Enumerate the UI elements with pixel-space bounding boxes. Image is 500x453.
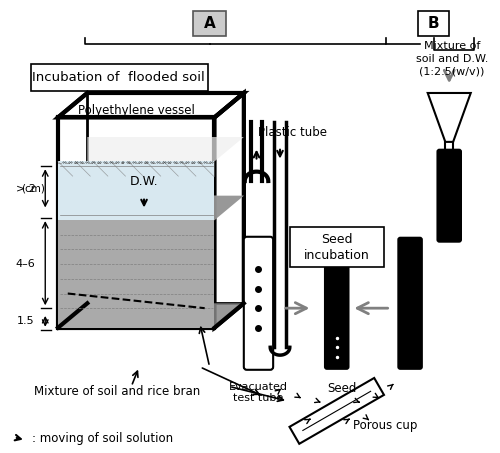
Text: Seed: Seed: [327, 381, 356, 395]
Text: Porous cup: Porous cup: [354, 419, 418, 432]
Text: > 2: > 2: [16, 184, 36, 194]
Text: Polyethylene vessel: Polyethylene vessel: [78, 104, 194, 117]
Text: 1.5: 1.5: [17, 316, 34, 326]
FancyBboxPatch shape: [325, 238, 348, 369]
Text: Incubation of  flooded soil: Incubation of flooded soil: [32, 71, 205, 84]
Polygon shape: [58, 137, 244, 220]
Text: B: B: [428, 16, 440, 31]
Polygon shape: [58, 220, 214, 328]
Text: Plastic tube: Plastic tube: [258, 125, 327, 139]
Text: (cm): (cm): [22, 184, 46, 194]
FancyBboxPatch shape: [438, 149, 461, 241]
Text: : moving of soil solution: : moving of soil solution: [32, 432, 172, 445]
Text: D.W.: D.W.: [130, 174, 158, 188]
FancyBboxPatch shape: [30, 63, 208, 91]
Polygon shape: [58, 161, 214, 220]
FancyBboxPatch shape: [244, 237, 273, 370]
Text: Mixture of soil and rice bran: Mixture of soil and rice bran: [34, 385, 200, 398]
Text: Seed
incubation: Seed incubation: [304, 233, 370, 262]
Text: Evacuated
test tube: Evacuated test tube: [229, 381, 288, 403]
Polygon shape: [58, 196, 244, 328]
FancyBboxPatch shape: [398, 238, 422, 369]
FancyBboxPatch shape: [193, 11, 226, 36]
Text: 4–6: 4–6: [16, 259, 36, 269]
FancyBboxPatch shape: [290, 227, 384, 267]
Text: Mixture of
soil and D.W.
(1:2.5(w/v)): Mixture of soil and D.W. (1:2.5(w/v)): [416, 41, 488, 76]
FancyBboxPatch shape: [418, 11, 449, 36]
Text: A: A: [204, 16, 216, 31]
